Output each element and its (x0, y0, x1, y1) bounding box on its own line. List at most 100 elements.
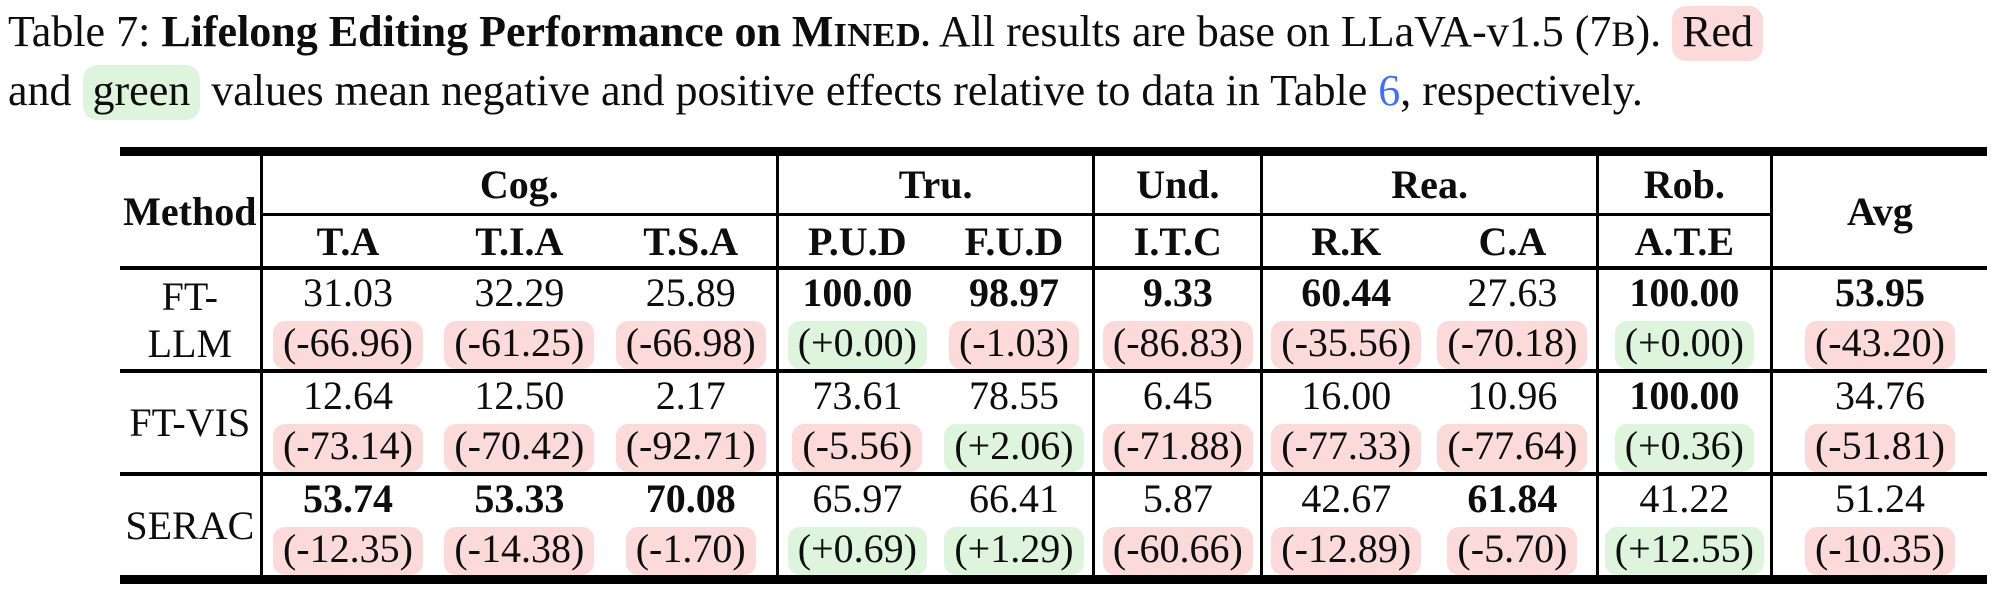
metric-value: 65.97 (812, 476, 903, 521)
delta-row: (-43.20) (1773, 321, 1987, 369)
delta-badge: (-66.98) (615, 321, 766, 369)
delta-row: (+0.00) (779, 321, 936, 369)
metric-value: 61.84 (1467, 476, 1558, 521)
delta-badge: (+0.00) (1614, 321, 1754, 369)
red-legend-label: Red (1672, 6, 1764, 61)
results-table: Method Cog. Tru. Und. Rea. Rob. Avg T.A … (120, 147, 1987, 584)
metric-value: 12.50 (474, 373, 565, 418)
metric-value: 53.33 (474, 476, 565, 521)
delta-badge: (-5.56) (792, 424, 923, 472)
delta-row: (-70.18) (1429, 321, 1596, 369)
metric-cell: 53.74 (-12.35) (259, 474, 434, 580)
delta-badge: (-51.81) (1804, 424, 1955, 472)
method-name: SERAC (125, 503, 255, 548)
delta-badge: (-77.33) (1271, 424, 1422, 472)
delta-badge: (-66.96) (272, 321, 423, 369)
metric-value: 42.67 (1301, 476, 1392, 521)
metric-cell: 16.00 (-77.33) (1260, 371, 1430, 474)
table-6-ref-link[interactable]: 6 (1378, 66, 1401, 115)
metric-value: 9.33 (1142, 270, 1213, 315)
delta-badge: (+2.06) (944, 424, 1084, 472)
delta-badge: (+12.55) (1604, 527, 1764, 575)
metric-cell: 100.00 (+0.00) (1595, 268, 1772, 371)
caption-line2-mid: values mean negative and positive effect… (200, 66, 1379, 115)
method-name: FT-VIS (129, 400, 251, 445)
metric-value: 6.45 (1142, 373, 1213, 418)
delta-badge: (-70.42) (444, 424, 595, 472)
col-header-tsa: T.S.A (643, 218, 739, 264)
delta-row: (-86.83) (1095, 321, 1260, 369)
table-caption: Table 7: Lifelong Editing Performance on… (8, 4, 2003, 120)
delta-row: (-5.56) (779, 424, 936, 472)
col-header-fud: F.U.D (964, 218, 1064, 264)
metric-cell: 66.41 (+1.29) (936, 474, 1094, 580)
metric-cell: 6.45 (-71.88) (1092, 371, 1262, 474)
metric-cell: 98.97 (-1.03) (936, 268, 1094, 371)
metric-cell: 51.24 (-10.35) (1769, 474, 1987, 580)
delta-badge: (-77.64) (1437, 424, 1588, 472)
metric-value: 12.64 (302, 373, 393, 418)
delta-row: (-14.38) (433, 527, 605, 575)
col-header-ate: A.T.E (1595, 214, 1772, 268)
delta-row: (-12.89) (1263, 527, 1429, 575)
group-header-rob: Rob. (1595, 151, 1772, 216)
col-header-ca: C.A (1478, 218, 1547, 264)
metric-cell: 32.29 (-61.25) (433, 268, 605, 371)
delta-row: (-77.64) (1429, 424, 1596, 472)
metric-cell: 41.22 (+12.55) (1595, 474, 1772, 580)
delta-badge: (-35.56) (1271, 321, 1422, 369)
delta-row: (-10.35) (1773, 527, 1987, 575)
group-header-cog: Cog. (259, 151, 778, 216)
col-header-tia: T.I.A (475, 218, 564, 264)
delta-row: (-51.81) (1773, 424, 1987, 472)
delta-badge: (-12.35) (272, 527, 423, 575)
col-header-rk: R.K (1260, 214, 1430, 268)
metric-value: 27.63 (1467, 270, 1558, 315)
delta-row: (-5.70) (1429, 527, 1596, 575)
metric-value: 16.00 (1301, 373, 1392, 418)
group-header-tru: Tru. (776, 151, 1094, 216)
metric-value: 70.08 (645, 476, 736, 521)
delta-badge: (-61.25) (444, 321, 595, 369)
metric-cell: 53.95 (-43.20) (1769, 268, 1987, 371)
header-sub-row: T.A T.I.A T.S.A P.U.D F.U.D I.T.C R.K C.… (120, 214, 1987, 268)
delta-badge: (-1.03) (948, 321, 1079, 369)
table-row: FT-VIS 12.64 (-73.14) 12.50 (-70.42) 2.17 (-92… (120, 371, 1987, 474)
metric-value: 100.00 (1629, 270, 1740, 315)
delta-badge: (-60.66) (1102, 527, 1253, 575)
delta-badge: (-1.70) (625, 527, 756, 575)
caption-prefix: Table 7: (8, 7, 162, 56)
metric-cell: 65.97 (+0.69) (776, 474, 936, 580)
avg-column-header: Avg (1769, 151, 1987, 268)
delta-row: (+2.06) (936, 424, 1093, 472)
delta-badge: (+0.36) (1614, 424, 1754, 472)
table-row: SERAC 53.74 (-12.35) 53.33 (-14.38) 70.08 (-1.… (120, 474, 1987, 580)
metric-cell: 70.08 (-1.70) (605, 474, 777, 580)
delta-row: (-73.14) (263, 424, 434, 472)
delta-row: (+0.36) (1599, 424, 1770, 472)
metric-cell: 53.33 (-14.38) (433, 474, 605, 580)
delta-row: (-70.42) (433, 424, 605, 472)
delta-row: (+12.55) (1599, 527, 1770, 575)
metric-cell: 34.76 (-51.81) (1769, 371, 1987, 474)
delta-row: (-77.33) (1263, 424, 1429, 472)
metric-cell: 60.44 (-35.56) (1260, 268, 1430, 371)
metric-value: 78.55 (968, 373, 1059, 418)
metric-value: 51.24 (1834, 476, 1925, 521)
metric-cell: 61.84 (-5.70) (1429, 474, 1597, 580)
delta-row: (-66.98) (605, 321, 776, 369)
metric-value: 25.89 (645, 270, 736, 315)
group-header-rea: Rea. (1260, 151, 1598, 216)
results-table-body: FT-LLM 31.03 (-66.96) 32.29 (-61.25) 25.89 (-6… (120, 268, 1987, 580)
delta-badge: (-73.14) (272, 424, 423, 472)
metric-cell: 12.64 (-73.14) (259, 371, 434, 474)
metric-value: 73.61 (812, 373, 903, 418)
metric-value: 66.41 (968, 476, 1059, 521)
metric-cell: 31.03 (-66.96) (259, 268, 434, 371)
header-group-row: Method Cog. Tru. Und. Rea. Rob. Avg (120, 151, 1987, 268)
delta-badge: (-14.38) (444, 527, 595, 575)
delta-badge: (+1.29) (944, 527, 1084, 575)
table-row: FT-LLM 31.03 (-66.96) 32.29 (-61.25) 25.89 (-6… (120, 268, 1987, 371)
delta-badge: (-86.83) (1102, 321, 1253, 369)
delta-row: (-66.96) (263, 321, 434, 369)
